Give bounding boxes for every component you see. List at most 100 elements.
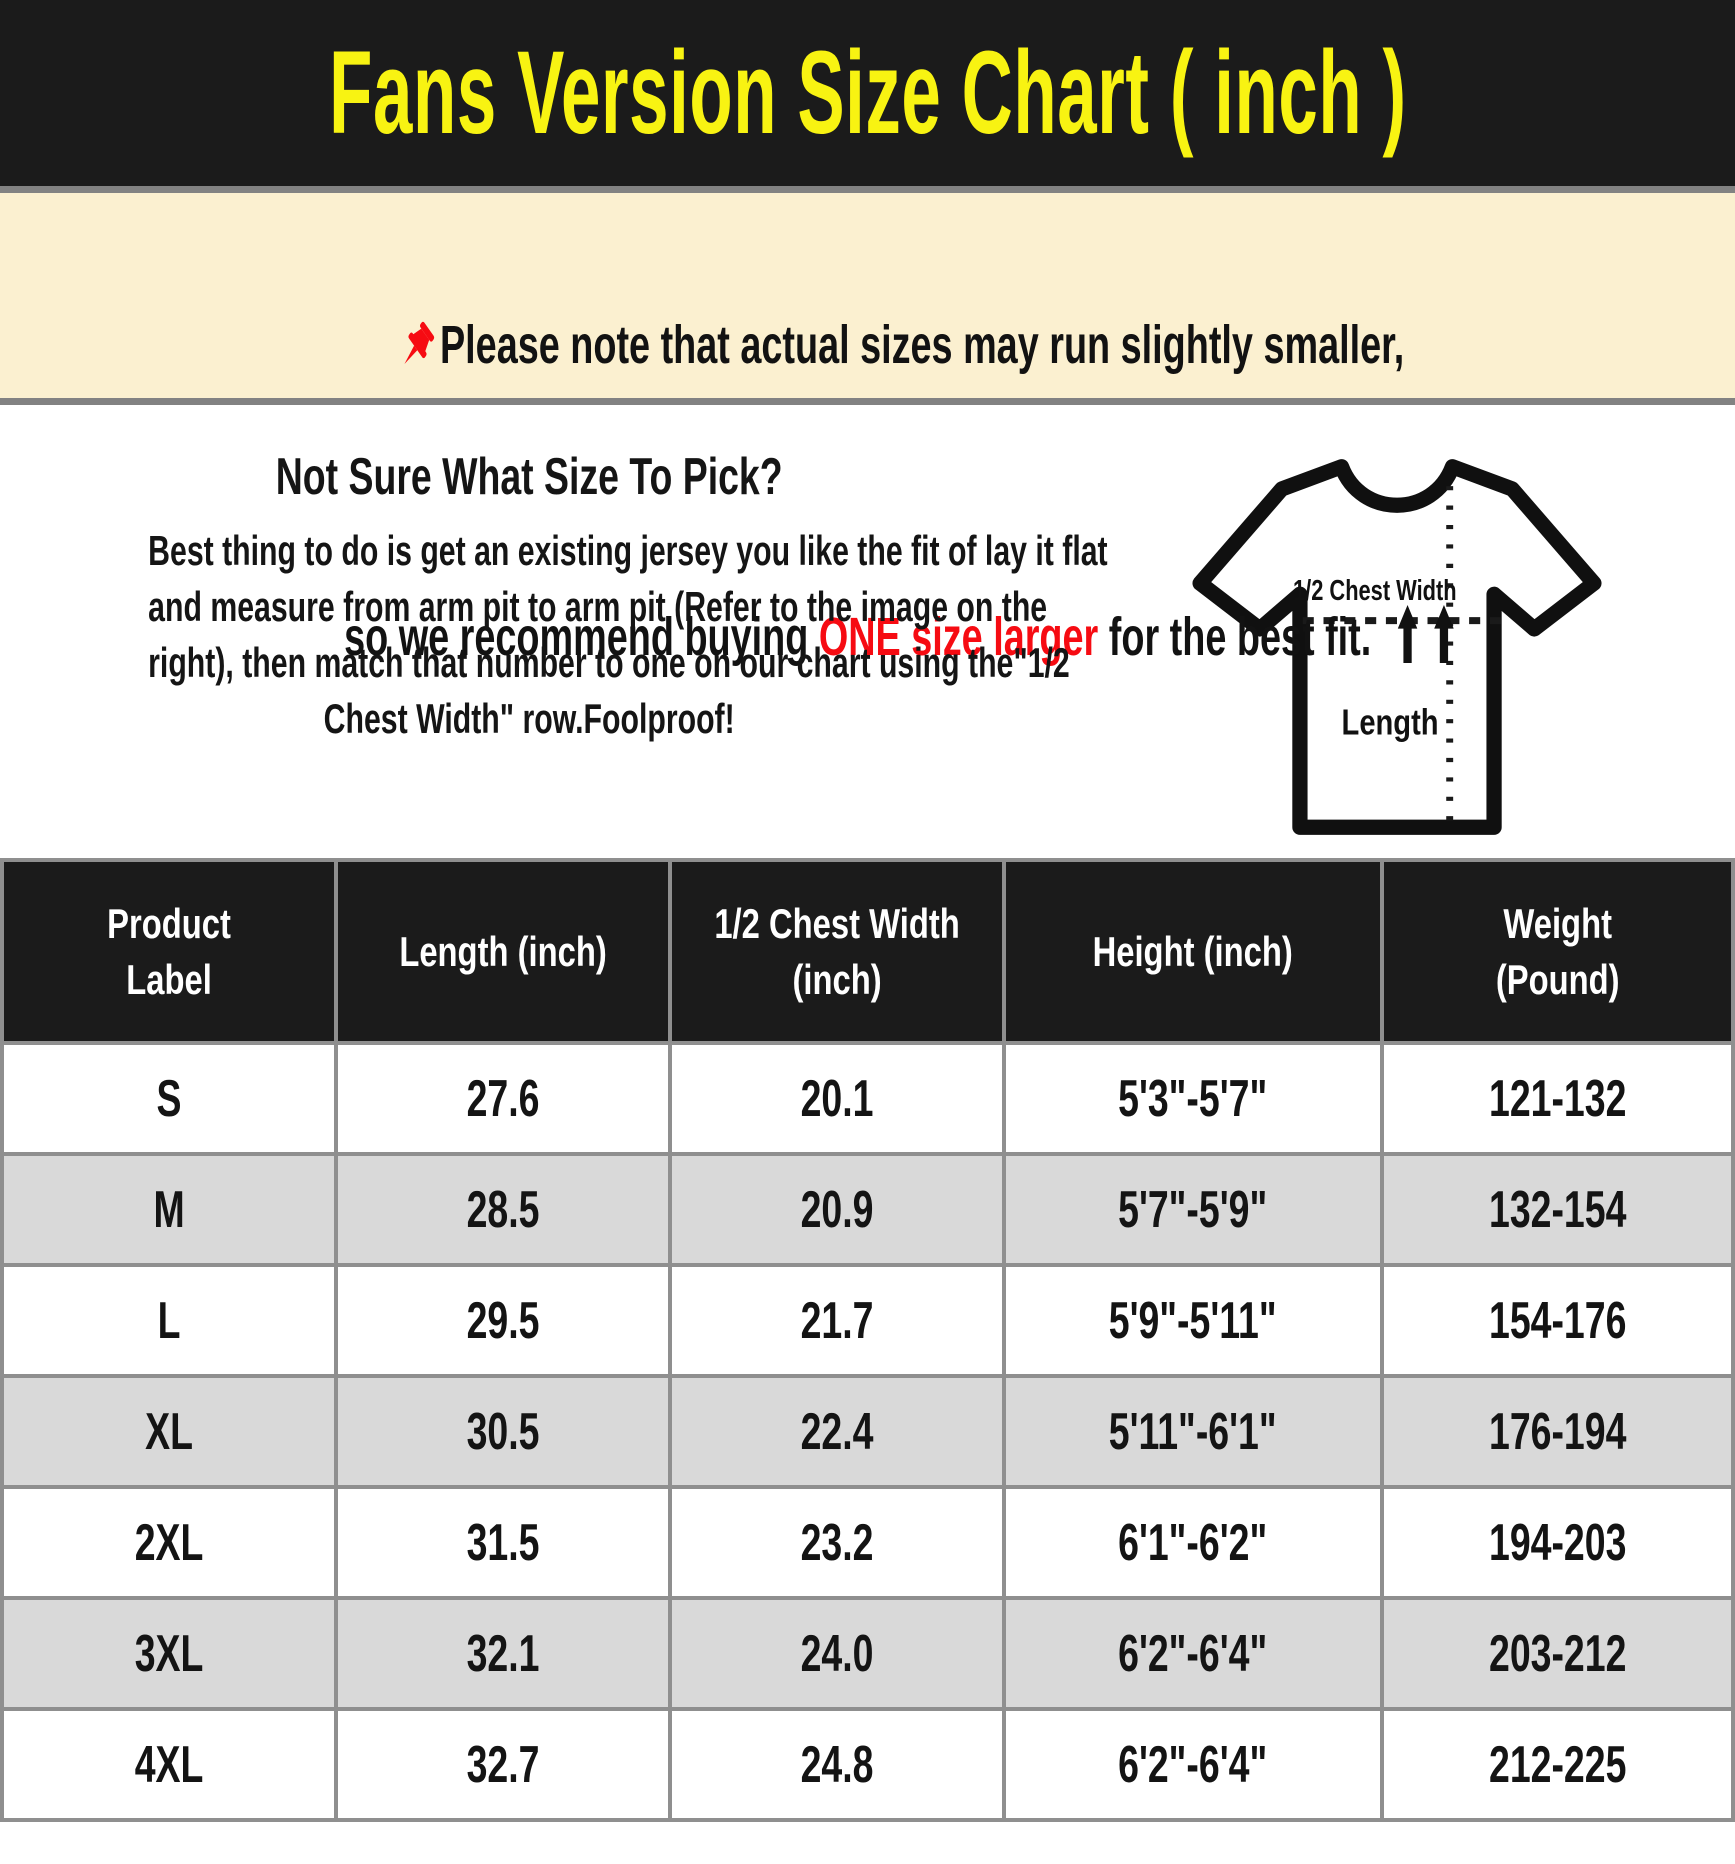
cell-text: M [153, 1180, 185, 1239]
col-header-weight: Weight (Pound) [1379, 858, 1735, 1045]
cell-chest: 22.4 [668, 1374, 1007, 1489]
note-line1-text: Please note that actual sizes may run sl… [439, 315, 1405, 375]
cell-chest: 20.1 [668, 1041, 1007, 1156]
cell-label: 3XL [0, 1596, 339, 1711]
chest-width-label: 1/2 Chest Width [1293, 575, 1457, 607]
cell-text: S [156, 1069, 182, 1128]
cell-text: 5'7"-5'9" [1118, 1180, 1268, 1239]
cell-text: 176-194 [1488, 1402, 1626, 1461]
cell-text: 27.6 [466, 1069, 540, 1128]
cell-length: 27.6 [334, 1041, 673, 1156]
length-label: Length [1341, 701, 1438, 742]
note-line2-post: for the best fit. [1098, 607, 1372, 667]
cell-text: L [157, 1291, 181, 1350]
size-help-line: Chest Width" row.Foolproof! [323, 695, 735, 742]
cell-text: 32.7 [466, 1735, 540, 1794]
cell-text: 5'11"-6'1" [1108, 1402, 1277, 1461]
cell-text: 24.0 [800, 1624, 874, 1683]
cell-text: 24.8 [800, 1735, 874, 1794]
cell-text: 32.1 [466, 1624, 540, 1683]
note-banner: Please note that actual sizes may run sl… [0, 193, 1735, 667]
cell-text: 6'2"-6'4" [1118, 1735, 1268, 1794]
col-header-product-label: Product Label [0, 858, 339, 1045]
col-header-text: Weight (Pound) [1495, 899, 1620, 1003]
cell-label: 4XL [0, 1707, 339, 1822]
size-help-heading: Not Sure What Size To Pick? [275, 448, 783, 506]
cell-text: 121-132 [1488, 1069, 1626, 1128]
note-line-2: so we recommend buying ONE size larger f… [260, 499, 1475, 783]
cell-text: 132-154 [1488, 1180, 1626, 1239]
cell-text: 6'1"-6'2" [1118, 1513, 1268, 1572]
col-header-text: Length (inch) [399, 927, 607, 975]
cell-height: 5'9"-5'11" [1002, 1263, 1384, 1378]
cell-text: 22.4 [800, 1402, 874, 1461]
cell-chest: 23.2 [668, 1485, 1007, 1600]
cell-text: 6'2"-6'4" [1118, 1624, 1268, 1683]
col-header-text: Height (inch) [1092, 927, 1293, 975]
size-help-line: right), then match that number to one on… [148, 639, 1070, 686]
cell-chest: 24.0 [668, 1596, 1007, 1711]
pushpin-icon [394, 315, 439, 407]
col-header-length: Length (inch) [334, 858, 673, 1045]
col-header-height: Height (inch) [1002, 858, 1384, 1045]
cell-label: L [0, 1263, 339, 1378]
note-line2-pre: so we recommend buying [344, 607, 819, 667]
size-help-line: Best thing to do is get an existing jers… [148, 527, 1108, 574]
cell-length: 32.7 [334, 1707, 673, 1822]
size-row-xl: XL 30.5 22.4 5'11"-6'1" 176-194 [0, 1374, 1735, 1489]
cell-text: 20.9 [800, 1180, 874, 1239]
cell-height: 6'1"-6'2" [1002, 1485, 1384, 1600]
title-bar: Fans Version Size Chart ( inch ) [0, 0, 1735, 193]
cell-length: 31.5 [334, 1485, 673, 1600]
cell-weight: 154-176 [1379, 1263, 1735, 1378]
size-table: Product Label Length (inch) 1/2 Chest Wi… [0, 858, 1735, 1822]
cell-text: 212-225 [1488, 1735, 1626, 1794]
cell-text: 20.1 [800, 1069, 874, 1128]
cell-text: 5'9"-5'11" [1108, 1291, 1277, 1350]
cell-label: XL [0, 1374, 339, 1489]
cell-text: 23.2 [800, 1513, 874, 1572]
cell-text: 203-212 [1488, 1624, 1626, 1683]
cell-text: 30.5 [466, 1402, 540, 1461]
cell-weight: 212-225 [1379, 1707, 1735, 1822]
cell-length: 30.5 [334, 1374, 673, 1489]
size-row-s: S 27.6 20.1 5'3"-5'7" 121-132 [0, 1041, 1735, 1156]
col-header-text: Product Label [107, 899, 231, 1003]
cell-chest: 24.8 [668, 1707, 1007, 1822]
cell-weight: 203-212 [1379, 1596, 1735, 1711]
cell-text: 31.5 [466, 1513, 540, 1572]
size-row-l: L 29.5 21.7 5'9"-5'11" 154-176 [0, 1263, 1735, 1378]
cell-label: 2XL [0, 1485, 339, 1600]
note-line2-emphasis: ONE size larger [818, 607, 1099, 667]
cell-label: M [0, 1152, 339, 1267]
tshirt-diagram: 1/2 Chest Width Length [1058, 405, 1735, 858]
cell-chest: 20.9 [668, 1152, 1007, 1267]
cell-length: 32.1 [334, 1596, 673, 1711]
col-header-text: 1/2 Chest Width (inch) [714, 899, 960, 1003]
up-arrows-icon [1381, 599, 1454, 691]
size-row-3xl: 3XL 32.1 24.0 6'2"-6'4" 203-212 [0, 1596, 1735, 1711]
cell-text: 3XL [134, 1624, 204, 1683]
cell-text: 28.5 [466, 1180, 540, 1239]
note-line-1: Please note that actual sizes may run sl… [260, 207, 1475, 499]
col-header-chest-width: 1/2 Chest Width (inch) [668, 858, 1007, 1045]
cell-text: 2XL [134, 1513, 204, 1572]
cell-height: 5'3"-5'7" [1002, 1041, 1384, 1156]
size-row-4xl: 4XL 32.7 24.8 6'2"-6'4" 212-225 [0, 1707, 1735, 1822]
size-row-2xl: 2XL 31.5 23.2 6'1"-6'2" 194-203 [0, 1485, 1735, 1600]
cell-height: 6'2"-6'4" [1002, 1596, 1384, 1711]
cell-weight: 132-154 [1379, 1152, 1735, 1267]
tshirt-measurement-icon: 1/2 Chest Width Length [1192, 459, 1602, 835]
cell-height: 5'11"-6'1" [1002, 1374, 1384, 1489]
cell-text: 29.5 [466, 1291, 540, 1350]
cell-length: 28.5 [334, 1152, 673, 1267]
cell-text: XL [145, 1402, 193, 1461]
header-row: Product Label Length (inch) 1/2 Chest Wi… [0, 858, 1735, 1045]
page-title: Fans Version Size Chart ( inch ) [328, 27, 1407, 159]
cell-weight: 176-194 [1379, 1374, 1735, 1489]
size-table-header: Product Label Length (inch) 1/2 Chest Wi… [0, 858, 1735, 1045]
cell-label: S [0, 1041, 339, 1156]
size-table-body: S 27.6 20.1 5'3"-5'7" 121-132 M 28.5 20.… [0, 1041, 1735, 1822]
cell-chest: 21.7 [668, 1263, 1007, 1378]
